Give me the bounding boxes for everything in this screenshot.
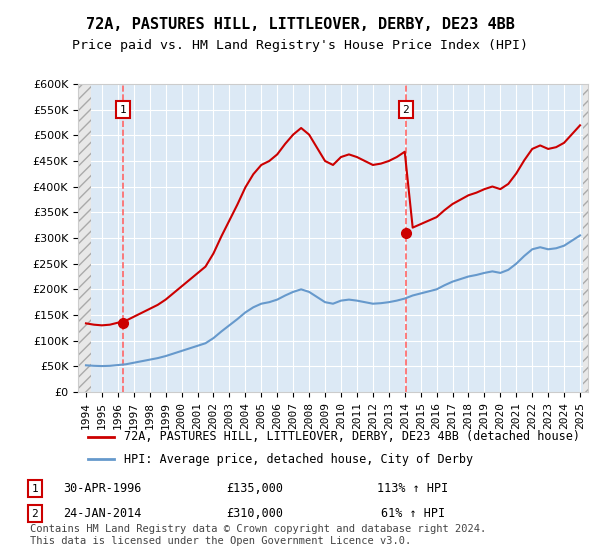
Text: 72A, PASTURES HILL, LITTLEOVER, DERBY, DE23 4BB: 72A, PASTURES HILL, LITTLEOVER, DERBY, D… — [86, 17, 514, 32]
Text: Contains HM Land Registry data © Crown copyright and database right 2024.
This d: Contains HM Land Registry data © Crown c… — [30, 524, 486, 546]
Text: 72A, PASTURES HILL, LITTLEOVER, DERBY, DE23 4BB (detached house): 72A, PASTURES HILL, LITTLEOVER, DERBY, D… — [124, 431, 580, 444]
Text: 2: 2 — [32, 509, 38, 519]
Text: Price paid vs. HM Land Registry's House Price Index (HPI): Price paid vs. HM Land Registry's House … — [72, 39, 528, 52]
Text: £135,000: £135,000 — [226, 482, 283, 495]
Text: HPI: Average price, detached house, City of Derby: HPI: Average price, detached house, City… — [124, 452, 473, 465]
Text: £310,000: £310,000 — [226, 507, 283, 520]
Text: 1: 1 — [120, 105, 127, 115]
Text: 30-APR-1996: 30-APR-1996 — [64, 482, 142, 495]
Bar — [78, 84, 91, 392]
Text: 2: 2 — [403, 105, 409, 115]
Text: 1: 1 — [32, 484, 38, 493]
Text: 113% ↑ HPI: 113% ↑ HPI — [377, 482, 448, 495]
Text: 61% ↑ HPI: 61% ↑ HPI — [381, 507, 445, 520]
Bar — [583, 84, 588, 392]
Text: 24-JAN-2014: 24-JAN-2014 — [64, 507, 142, 520]
